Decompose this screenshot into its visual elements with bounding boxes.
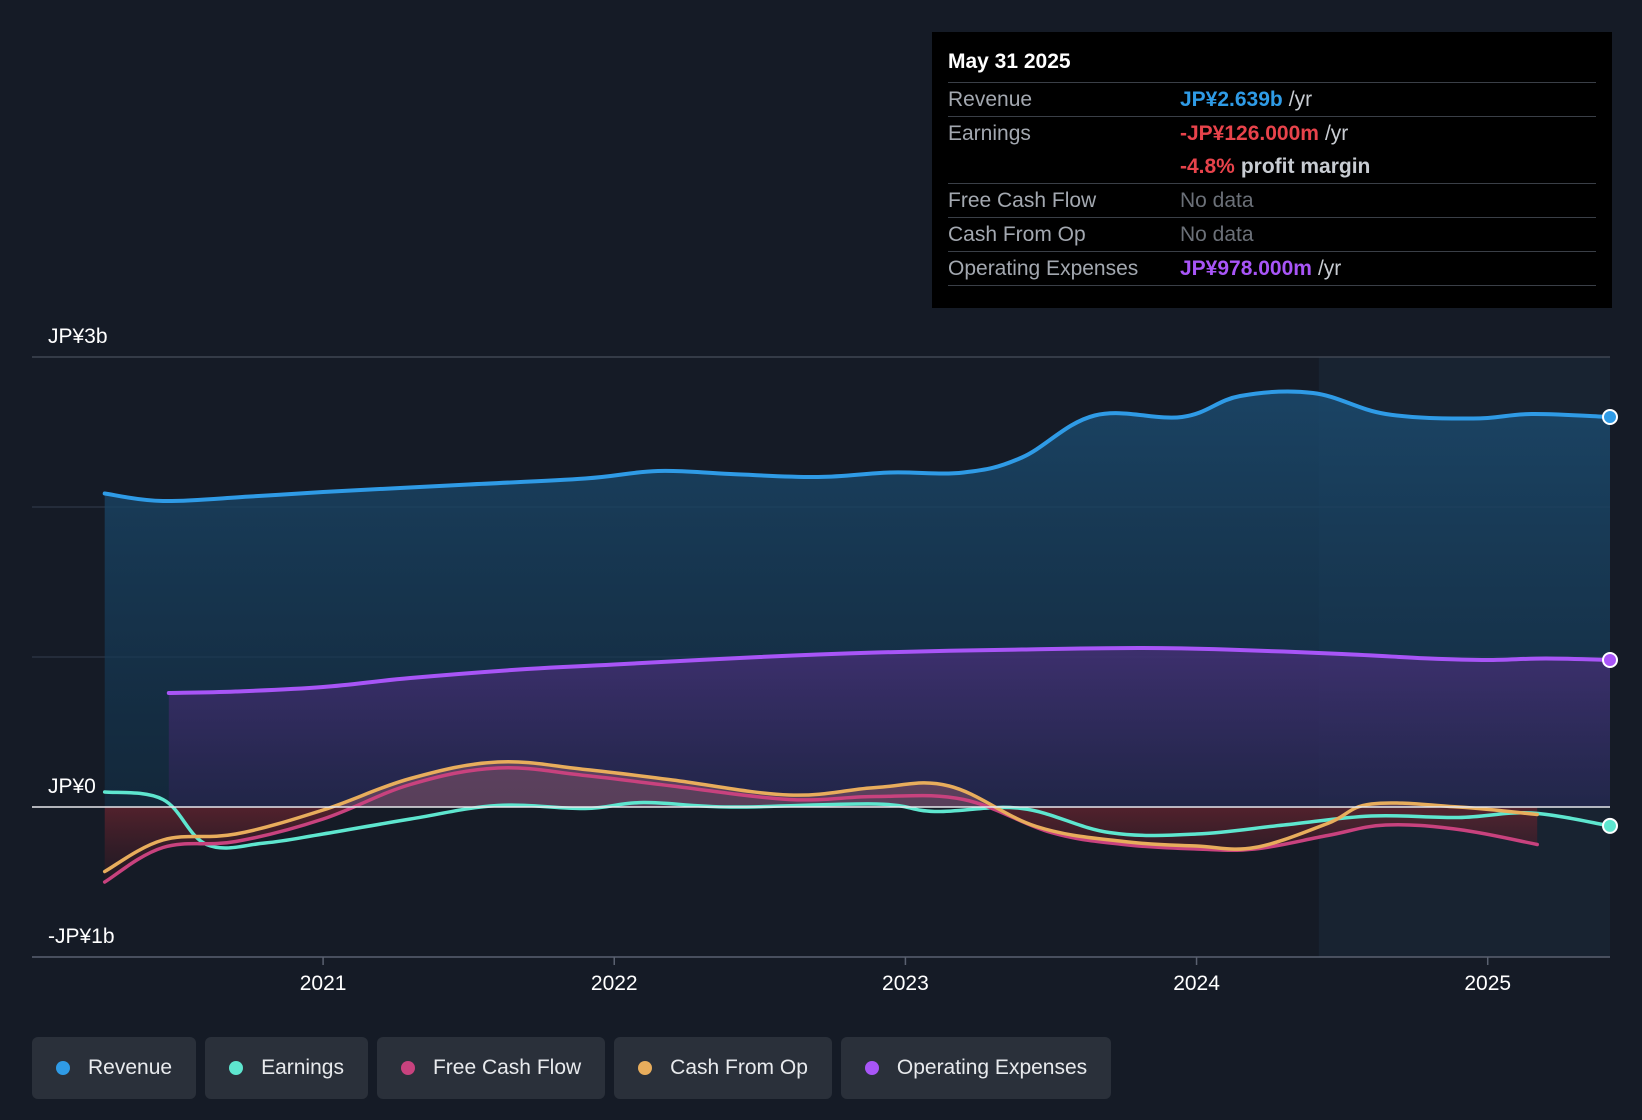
tooltip-value-fcf: No data [1180, 188, 1254, 212]
legend-dot-free-cash-flow [400, 1061, 415, 1075]
tooltip-row-earnings: Earnings -JP¥126.000m /yr [948, 116, 1596, 150]
x-tick-label: 2022 [591, 972, 638, 995]
legend-label-free-cash-flow: Free Cash Flow [432, 1056, 582, 1079]
operating-expenses-end-marker [1602, 652, 1618, 668]
earnings-end-marker [1602, 817, 1618, 834]
legend-dot-earnings [229, 1061, 244, 1075]
operating-expenses-line [166, 645, 1612, 695]
x-tick-label: 2023 [882, 972, 929, 995]
tooltip-label-earnings: Earnings [948, 121, 1031, 145]
tooltip-row-cfo: Cash From Op No data [948, 217, 1596, 251]
legend-item-earnings[interactable]: Earnings [205, 1037, 368, 1099]
tooltip-unit-earnings: /yr [1324, 121, 1349, 145]
tooltip-value-margin: -4.8% [1180, 154, 1235, 178]
tooltip-unit-revenue: /yr [1288, 87, 1313, 111]
tooltip-bottom-rule [948, 285, 1596, 286]
tooltip-unit-opex: /yr [1317, 256, 1342, 280]
legend-dot-cash-from-op [638, 1061, 653, 1075]
x-tick-label: 2021 [300, 972, 347, 995]
tooltip-value-cfo: No data [1180, 222, 1254, 246]
tooltip-unit-margin: profit margin [1240, 154, 1371, 178]
y-tick-label: -JP¥1b [48, 925, 115, 948]
cash-from-op-line [102, 759, 1539, 874]
tooltip-label-cfo: Cash From Op [948, 222, 1086, 246]
legend-item-cash-from-op[interactable]: Cash From Op [614, 1037, 832, 1099]
y-tick-label: JP¥0 [48, 775, 96, 798]
legend-dot-revenue [56, 1061, 70, 1075]
tooltip-value-revenue: JP¥2.639b [1180, 87, 1283, 111]
tooltip-row-fcf: Free Cash Flow No data [948, 183, 1596, 217]
revenue-line [102, 389, 1612, 504]
x-tick-label: 2025 [1464, 972, 1511, 995]
tooltip-label-revenue: Revenue [948, 87, 1033, 111]
revenue-end-marker [1602, 409, 1618, 425]
legend-item-operating-expenses[interactable]: Operating Expenses [840, 1037, 1112, 1099]
earnings-line [102, 790, 1612, 850]
legend-label-operating-expenses: Operating Expenses [896, 1056, 1088, 1079]
x-tick-label: 2024 [1173, 972, 1220, 995]
tooltip-date: May 31 2025 [948, 50, 1071, 73]
y-tick-label: JP¥3b [48, 325, 108, 348]
tooltip-row-margin: -4.8% profit margin [948, 150, 1596, 183]
legend-label-cash-from-op: Cash From Op [670, 1056, 808, 1079]
tooltip: May 31 2025 Revenue JP¥2.639b /yr Earnin… [932, 32, 1612, 308]
tooltip-value-opex: JP¥978.000m [1180, 256, 1312, 280]
negative-cashflow-area [104, 807, 1538, 882]
tooltip-label-fcf: Free Cash Flow [948, 188, 1097, 212]
tooltip-label-opex: Operating Expenses [948, 256, 1139, 280]
tooltip-row-revenue: Revenue JP¥2.639b /yr [948, 82, 1596, 116]
tooltip-row-opex: Operating Expenses JP¥978.000m /yr [948, 251, 1596, 285]
legend-item-revenue[interactable]: Revenue [32, 1037, 197, 1099]
legend-label-earnings: Earnings [261, 1056, 344, 1079]
legend-dot-operating-expenses [864, 1061, 879, 1075]
legend: Revenue Earnings Free Cash Flow Cash Fro… [32, 1037, 1112, 1099]
free-cash-flow-line [102, 765, 1539, 884]
legend-label-revenue: Revenue [88, 1056, 173, 1079]
legend-item-free-cash-flow[interactable]: Free Cash Flow [376, 1037, 606, 1099]
tooltip-value-earnings: -JP¥126.000m [1180, 121, 1319, 145]
